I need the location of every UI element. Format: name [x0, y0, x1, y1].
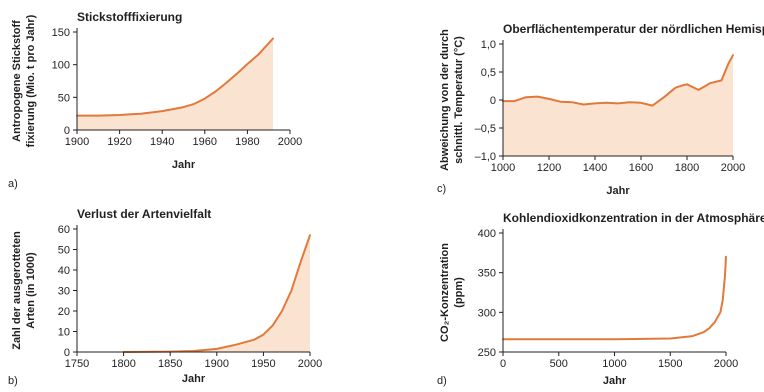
- x-tick-label: 2000: [714, 358, 738, 370]
- x-tick-label: 1980: [235, 136, 259, 148]
- y-tick-label: 40: [58, 265, 70, 277]
- x-tick-label: 1940: [150, 136, 174, 148]
- y-tick-label: –1,0: [475, 151, 496, 163]
- x-tick-label: 1800: [675, 162, 699, 174]
- x-tick-label: 1950: [251, 358, 275, 370]
- x-tick-label: 1500: [658, 358, 682, 370]
- chart-title: Kohlendioxidkonzentration in der Atmosph…: [503, 211, 764, 225]
- y-axis-label: schnittl. Temperatur (°C): [453, 36, 465, 164]
- y-axis-label: Antropogene Stickstoff: [11, 20, 23, 142]
- panel-letter: d): [437, 375, 447, 387]
- series-line: [122, 234, 311, 353]
- x-axis-label: Jahr: [182, 373, 206, 385]
- chart-c-temperature: –1,0 –0,5 0 0,5 1,0 1000 1200 1400 1600 1800 2000 O…: [437, 22, 764, 197]
- x-tick-label: 1850: [158, 358, 182, 370]
- y-tick-label: 150: [52, 27, 70, 39]
- x-tick-label: 1000: [491, 162, 515, 174]
- y-tick-label: 50: [58, 245, 70, 257]
- y-tick-label: 0: [64, 125, 70, 137]
- y-tick-label: 0: [64, 347, 70, 359]
- x-tick-label: 1750: [65, 358, 89, 370]
- x-tick-label: 0: [500, 358, 506, 370]
- chart-b-species-loss: 0 10 20 30 40 50 60 1750 1800 1850 1900 1950 2000 Ver…: [8, 207, 322, 387]
- panel-letter: a): [8, 178, 18, 190]
- panel-letter: b): [8, 375, 18, 387]
- x-tick-label: 500: [550, 358, 568, 370]
- y-tick-label: 300: [478, 307, 496, 319]
- series-area: [123, 235, 310, 352]
- x-tick-label: 1900: [205, 358, 229, 370]
- y-tick-label: 400: [478, 228, 496, 240]
- series-line: [502, 54, 734, 107]
- y-tick-label: 60: [58, 224, 70, 236]
- chart-a-nitrogen-fixation: 0 50 100 150 1900 1920 1940 1960 1980 2000 Stickst…: [8, 10, 302, 190]
- y-tick-label: 350: [478, 268, 496, 280]
- y-tick-label: 10: [58, 327, 70, 339]
- x-tick-label: 1920: [107, 136, 131, 148]
- x-axis-label: Jahr: [172, 159, 196, 171]
- chart-title: Verlust der Artenvielfalt: [77, 207, 211, 221]
- series-area: [77, 38, 273, 130]
- chart-d-co2: 250 300 350 400 0 500 1000 1500 2000 Kohlendioxid…: [437, 211, 764, 387]
- x-tick-label: 1000: [602, 358, 626, 370]
- x-tick-label: 2000: [278, 136, 302, 148]
- x-tick-label: 2000: [298, 358, 322, 370]
- x-axis-label: Jahr: [603, 375, 627, 387]
- y-tick-label: 0,5: [481, 67, 496, 79]
- y-tick-label: 1,0: [481, 39, 496, 51]
- y-tick-label: 20: [58, 306, 70, 318]
- y-tick-label: –0,5: [475, 123, 496, 135]
- y-tick-label: 50: [58, 92, 70, 104]
- x-axis-label: Jahr: [606, 185, 630, 197]
- y-axis-label: Arten (in 1000): [25, 252, 37, 329]
- chart-title: Oberflächentemperatur der nördlichen Hem…: [503, 22, 764, 36]
- series-line: [502, 255, 727, 341]
- y-axis-label: Abweichung von der durch: [439, 29, 451, 171]
- chart-title: Stickstofffixierung: [77, 10, 182, 24]
- y-tick-label: 250: [478, 347, 496, 359]
- y-axis-label: fixierung (Mio. t pro Jahr): [25, 14, 37, 147]
- panel-letter: c): [437, 183, 446, 195]
- y-axis-label: (ppm): [453, 277, 465, 308]
- y-axis-label: CO₂-Konzentration: [439, 243, 451, 342]
- y-tick-label: 100: [52, 60, 70, 72]
- series-line: [76, 37, 274, 117]
- series-area: [503, 55, 733, 157]
- x-tick-label: 1600: [629, 162, 653, 174]
- x-tick-label: 1800: [111, 358, 135, 370]
- y-tick-label: 0: [490, 95, 496, 107]
- y-tick-label: 30: [58, 286, 70, 298]
- x-tick-label: 1400: [583, 162, 607, 174]
- y-axis-label: Zahl der ausgerotteten: [11, 231, 23, 350]
- x-tick-label: 1960: [193, 136, 217, 148]
- x-tick-label: 2000: [721, 162, 745, 174]
- x-tick-label: 1200: [537, 162, 561, 174]
- x-tick-label: 1900: [65, 136, 89, 148]
